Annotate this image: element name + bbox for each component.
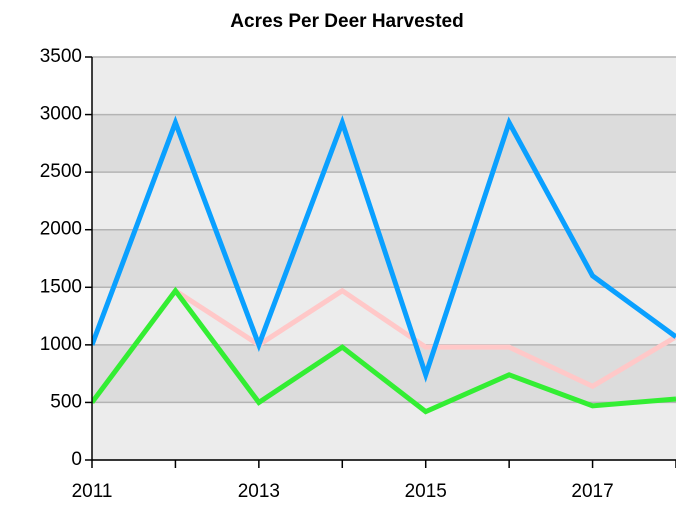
x-tick-label: 2011 xyxy=(72,481,113,502)
data-line xyxy=(92,115,676,383)
y-tick-label: 1500 xyxy=(40,276,82,297)
y-tick-label: 0 xyxy=(71,449,82,470)
plot-band xyxy=(92,57,676,115)
y-tick-label: 3000 xyxy=(40,104,82,125)
x-tick-label: 2013 xyxy=(238,481,280,502)
data-line xyxy=(92,287,676,404)
plot-band xyxy=(92,344,676,403)
y-tick-label: 2000 xyxy=(40,219,82,240)
plot-band xyxy=(92,172,676,230)
chart-title: Acres Per Deer Harvested xyxy=(230,11,463,32)
y-tick-label: 500 xyxy=(50,391,82,412)
y-tick-label: 3500 xyxy=(40,46,82,67)
plot-band xyxy=(92,114,676,173)
y-tick-label: 2500 xyxy=(40,161,82,182)
x-tick-label: 2017 xyxy=(571,481,613,502)
data-line xyxy=(92,286,676,415)
y-tick-label: 1000 xyxy=(40,334,82,355)
x-tick-label: 2015 xyxy=(405,481,447,502)
plot-band xyxy=(92,402,676,460)
plot-band xyxy=(92,229,676,288)
